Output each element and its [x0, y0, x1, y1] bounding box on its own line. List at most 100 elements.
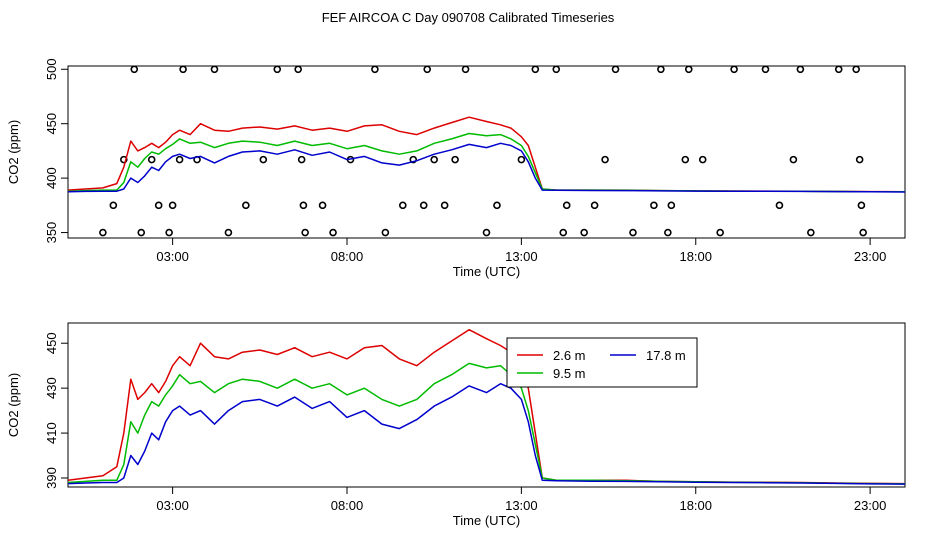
bottom-x-tick-label: 03:00	[156, 498, 189, 513]
top-y-axis-label: CO2 (ppm)	[6, 120, 21, 184]
top-data-point	[859, 228, 867, 237]
top-data-point	[493, 201, 501, 210]
top-data-point	[730, 66, 738, 74]
top-data-point	[371, 66, 379, 74]
top-data-point	[381, 228, 390, 237]
top-data-point	[430, 155, 438, 164]
top-data-point	[224, 228, 233, 237]
top-data-point	[775, 201, 784, 210]
legend: 2.6 m 9.5 m 17.8 m	[506, 337, 698, 388]
bottom-plot-frame	[67, 322, 906, 488]
top-plot-frame	[67, 65, 906, 239]
top-data-point	[318, 201, 327, 210]
bottom-data-area	[68, 328, 905, 485]
top-data-point	[461, 66, 470, 74]
top-data-point	[580, 228, 588, 237]
top-data-point	[423, 66, 432, 74]
legend-label: 17.8 m	[646, 348, 686, 363]
top-data-point	[796, 66, 805, 74]
top-data-point	[629, 228, 637, 237]
top-data-point	[807, 228, 815, 237]
top-data-point	[109, 201, 118, 210]
top-data-point	[852, 66, 860, 74]
top-data-point	[601, 155, 609, 164]
top-data-point	[301, 228, 309, 237]
top-data-point	[562, 201, 571, 210]
top-data-point	[259, 155, 268, 164]
legend-label: 2.6 m	[553, 348, 586, 363]
bottom-x-tick-label: 08:00	[331, 498, 364, 513]
top-data-point	[664, 228, 672, 237]
top-data-point	[294, 66, 302, 74]
top-data-point	[657, 66, 665, 74]
legend-box	[506, 337, 698, 388]
top-data-point	[855, 155, 864, 164]
bottom-panel: 03:00 08:00 13:00 18:00 23:00 390 410 430 450 Tim…	[6, 322, 906, 528]
top-data-point	[165, 228, 173, 237]
top-y-tick-label: 500	[44, 58, 59, 80]
top-data-point	[147, 155, 156, 164]
bottom-x-tick-label: 13:00	[505, 498, 538, 513]
top-panel: 03:00 08:00 13:00 18:00 23:00 350 400 450 500 Tim…	[6, 58, 906, 279]
top-data-point	[698, 155, 707, 164]
top-data-point	[716, 228, 724, 237]
bottom-y-axis-label: CO2 (ppm)	[6, 373, 21, 437]
top-data-point	[684, 66, 693, 74]
top-x-tick-label: 03:00	[156, 249, 189, 264]
top-data-point	[559, 228, 568, 237]
top-series-2-6-m	[68, 116, 905, 193]
top-data-point	[789, 155, 798, 164]
top-data-point	[517, 155, 526, 164]
top-data-point	[168, 201, 177, 210]
top-data-point	[650, 201, 658, 210]
top-data-point	[611, 66, 620, 74]
top-data-point	[531, 66, 540, 74]
bottom-y-tick-label: 410	[44, 422, 59, 444]
bottom-series-9-5-m	[68, 362, 905, 485]
bottom-y-tick-label: 430	[44, 377, 59, 399]
top-data-point	[273, 66, 282, 74]
bottom-series-2-6-m	[68, 328, 905, 485]
top-data-point	[409, 155, 418, 164]
top-x-axis-label: Time (UTC)	[453, 264, 520, 279]
top-data-point	[137, 228, 146, 237]
top-data-point	[667, 201, 676, 210]
top-data-point	[419, 201, 428, 210]
top-data-point	[179, 66, 187, 74]
top-data-point	[834, 66, 843, 74]
top-data-point	[482, 228, 491, 237]
top-series-17-8-m	[68, 142, 905, 193]
bottom-y-tick-label: 450	[44, 332, 59, 354]
bottom-y-tick-label: 390	[44, 467, 59, 489]
top-data-point	[130, 66, 139, 74]
top-y-tick-label: 450	[44, 113, 59, 135]
top-x-tick-label: 08:00	[331, 249, 364, 264]
top-series-9-5-m	[68, 132, 905, 193]
legend-label: 9.5 m	[553, 366, 586, 381]
bottom-series-17-8-m	[68, 382, 905, 485]
top-data-point	[857, 201, 866, 210]
top-data-point	[210, 66, 219, 74]
bottom-x-tick-label: 18:00	[679, 498, 712, 513]
bottom-x-tick-label: 23:00	[854, 498, 887, 513]
top-y-tick-label: 400	[44, 167, 59, 189]
top-data-point	[681, 155, 690, 164]
top-data-point	[590, 201, 599, 210]
top-data-point	[398, 201, 407, 210]
top-x-tick-label: 18:00	[679, 249, 712, 264]
bottom-x-axis-label: Time (UTC)	[453, 513, 520, 528]
top-data-point	[552, 66, 561, 74]
top-data-point	[99, 228, 107, 237]
top-x-tick-label: 13:00	[505, 249, 538, 264]
figure-title: FEF AIRCOA C Day 090708 Calibrated Times…	[322, 10, 615, 25]
top-data-point	[120, 155, 128, 164]
top-data-point	[242, 201, 250, 210]
top-data-point	[440, 201, 449, 210]
top-data-point	[299, 201, 308, 210]
top-data-point	[329, 228, 337, 237]
top-y-tick-label: 350	[44, 222, 59, 244]
top-data-area	[68, 66, 905, 237]
top-data-point	[451, 155, 459, 164]
top-x-tick-label: 23:00	[854, 249, 887, 264]
